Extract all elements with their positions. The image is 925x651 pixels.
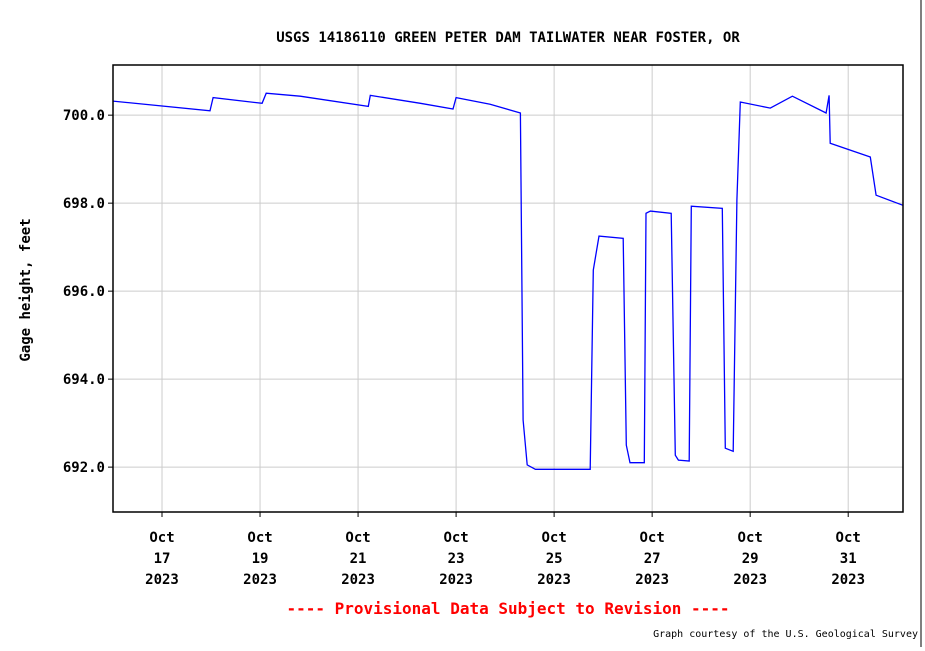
x-tick-label: Oct 21 2023 [341,530,375,588]
y-axis-label: Gage height, feet [18,218,34,361]
y-tick-label: 696.0 [63,284,105,300]
x-tick-label: Oct 19 2023 [243,530,277,588]
chart-title: USGS 14186110 GREEN PETER DAM TAILWATER … [276,30,740,46]
x-tick-label: Oct 23 2023 [439,530,473,588]
y-tick-label: 698.0 [63,196,105,212]
credit-note: Graph courtesy of the U.S. Geological Su… [653,629,918,640]
y-tick-label: 700.0 [63,108,105,124]
x-tick-label: Oct 31 2023 [831,530,865,588]
data-line [112,92,904,470]
x-tick-label: Oct 25 2023 [537,530,571,588]
y-tick-label: 694.0 [63,372,105,388]
x-tick-label: Oct 29 2023 [733,530,767,588]
y-tick-label: 692.0 [63,460,105,476]
x-tick-label: Oct 17 2023 [145,530,179,588]
plot-frame [112,64,904,513]
provisional-note: ---- Provisional Data Subject to Revisio… [286,599,729,618]
x-tick-label: Oct 27 2023 [635,530,669,588]
